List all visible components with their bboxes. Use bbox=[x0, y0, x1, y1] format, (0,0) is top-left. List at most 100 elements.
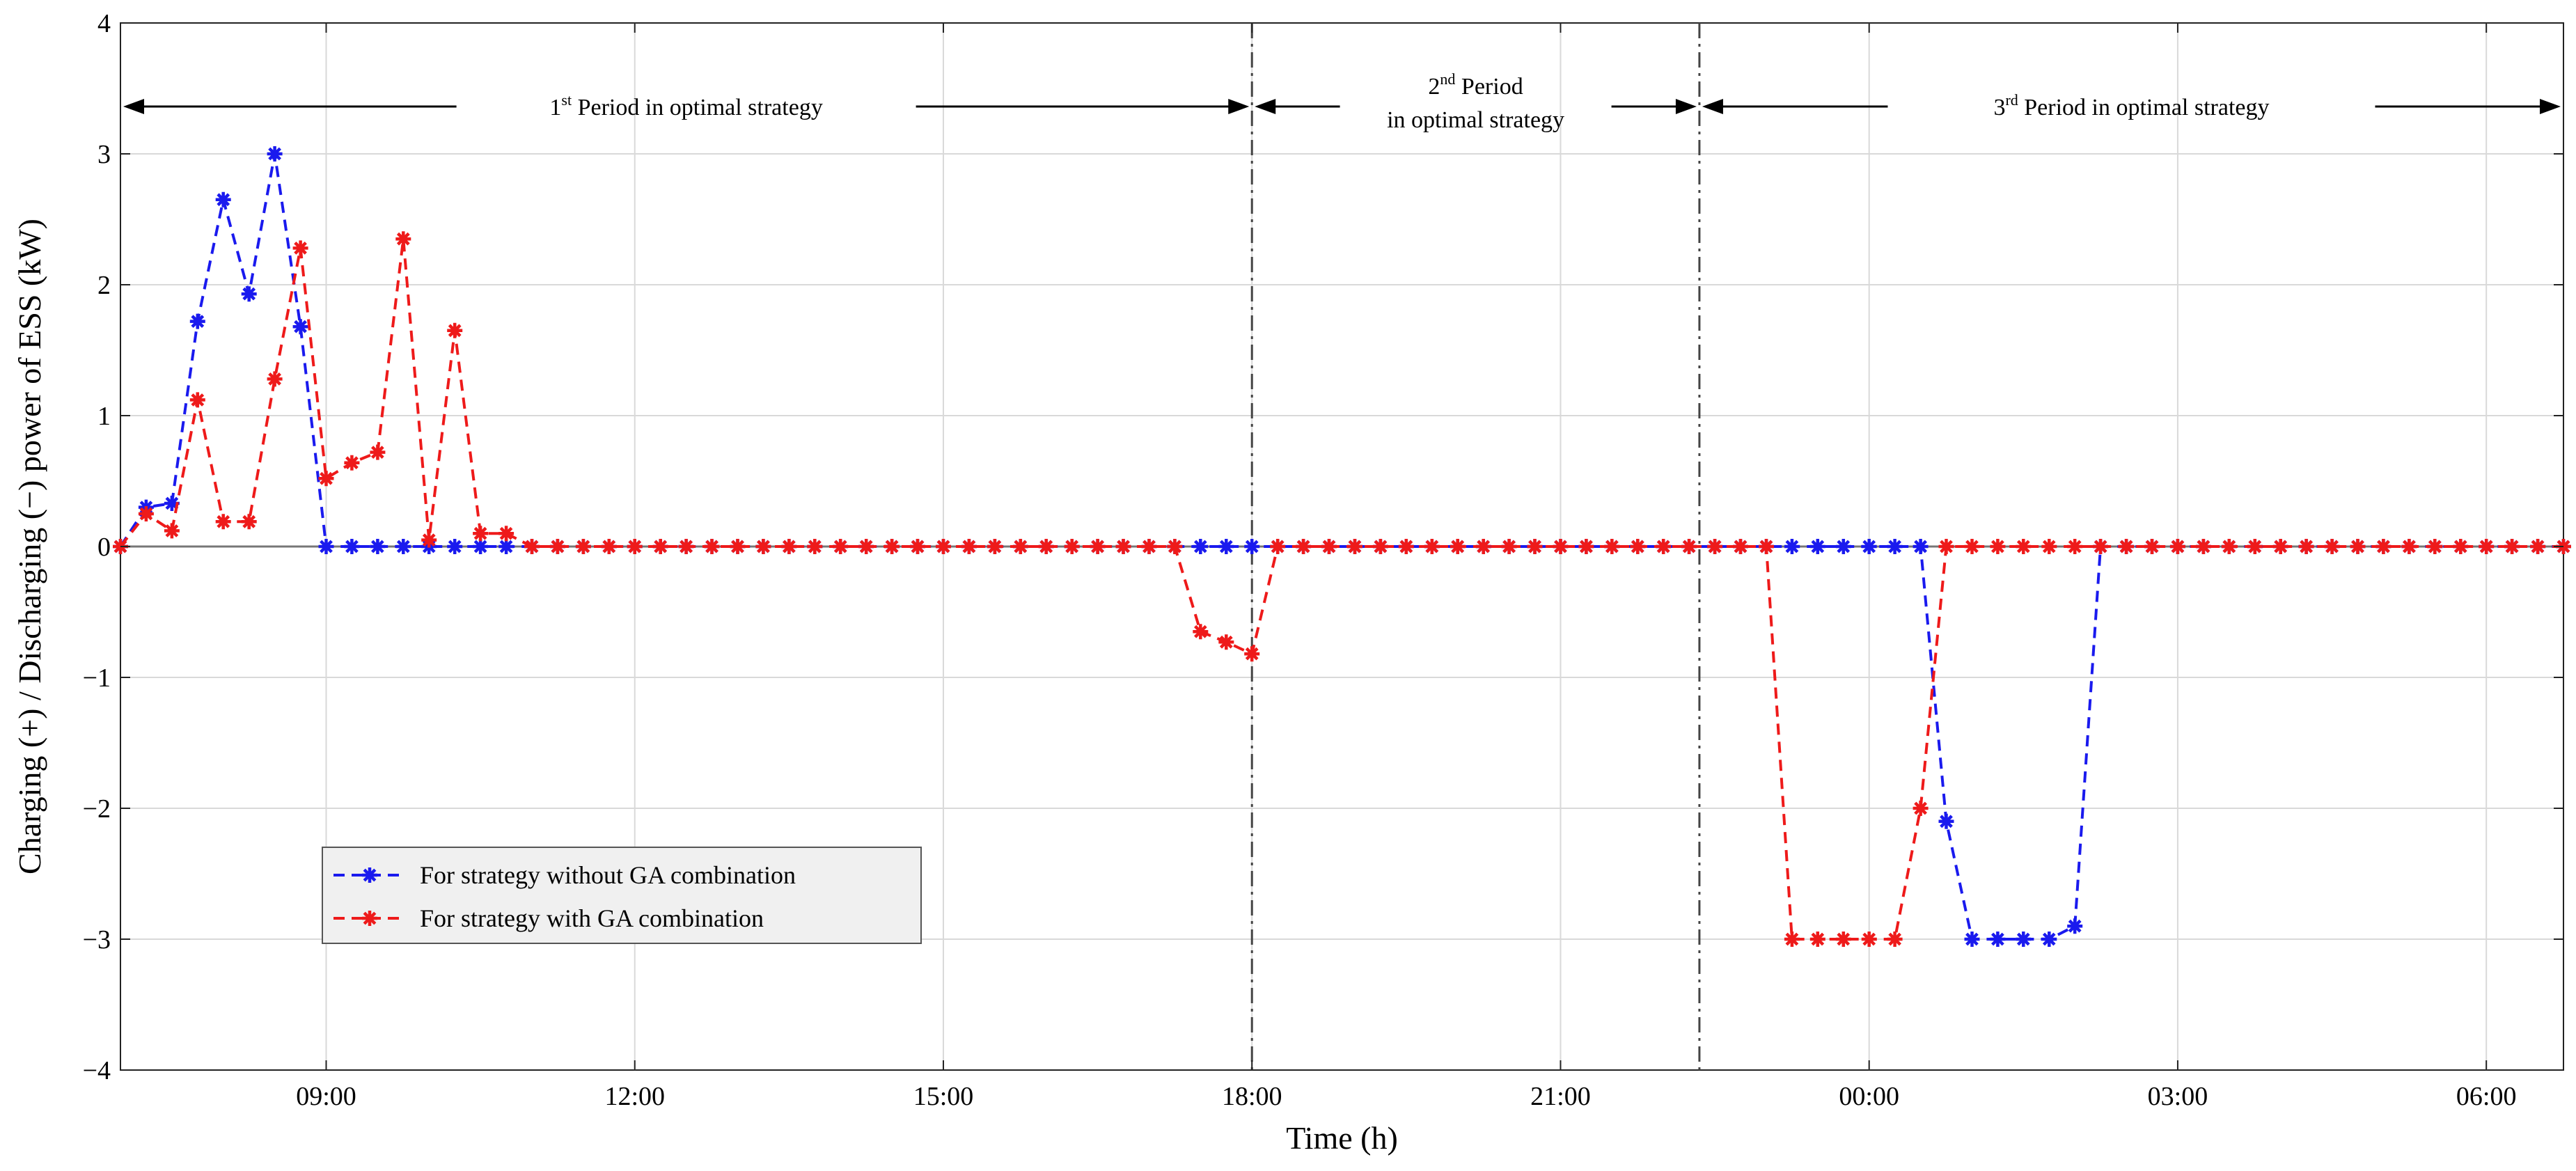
data-point bbox=[678, 539, 694, 554]
data-point bbox=[1553, 539, 1569, 554]
data-point bbox=[575, 539, 591, 554]
y-tick-label: 4 bbox=[97, 9, 111, 38]
data-point bbox=[524, 539, 540, 554]
legend-marker bbox=[362, 911, 377, 926]
data-point bbox=[215, 514, 231, 530]
data-point bbox=[1887, 539, 1903, 554]
data-point bbox=[1809, 932, 1825, 947]
data-point bbox=[2375, 539, 2392, 554]
series-with-ga bbox=[113, 231, 2571, 947]
data-point bbox=[1270, 539, 1286, 554]
data-point bbox=[1938, 813, 1954, 829]
data-point bbox=[395, 539, 411, 554]
period-arrow-head-left bbox=[1702, 99, 1723, 114]
data-point bbox=[395, 231, 411, 247]
data-point bbox=[2067, 539, 2083, 554]
data-point bbox=[833, 539, 849, 554]
data-point bbox=[1527, 539, 1543, 554]
data-point bbox=[652, 539, 668, 554]
data-point bbox=[2144, 539, 2160, 554]
data-point bbox=[936, 539, 951, 554]
data-point bbox=[2298, 539, 2314, 554]
x-tick-label: 18:00 bbox=[1222, 1082, 1282, 1111]
data-point bbox=[807, 539, 823, 554]
data-point bbox=[1861, 539, 1877, 554]
period-arrow-head-left bbox=[123, 99, 144, 114]
data-point bbox=[884, 539, 900, 554]
data-point bbox=[1630, 539, 1646, 554]
data-point bbox=[961, 539, 977, 554]
data-point bbox=[1835, 932, 1851, 947]
data-point bbox=[292, 240, 308, 256]
data-point bbox=[1347, 539, 1362, 554]
data-point bbox=[138, 506, 154, 521]
data-point bbox=[1835, 539, 1851, 554]
data-point bbox=[2272, 539, 2288, 554]
data-point bbox=[2221, 539, 2237, 554]
data-point bbox=[1938, 539, 1954, 554]
data-point bbox=[164, 523, 180, 539]
data-point bbox=[2479, 539, 2495, 554]
data-point bbox=[1372, 539, 1388, 554]
data-point bbox=[755, 539, 771, 554]
data-point bbox=[549, 539, 565, 554]
data-point bbox=[2016, 932, 2032, 947]
data-point bbox=[1141, 539, 1157, 554]
data-point bbox=[1193, 624, 1209, 640]
legend: For strategy without GA combination For s… bbox=[322, 847, 922, 944]
data-point bbox=[2530, 539, 2546, 554]
data-point bbox=[1012, 539, 1028, 554]
period-arrow-head-right bbox=[1675, 99, 1697, 114]
data-point bbox=[704, 539, 720, 554]
data-point bbox=[164, 496, 180, 511]
data-point bbox=[987, 539, 1003, 554]
data-point bbox=[1090, 539, 1106, 554]
data-point bbox=[473, 539, 489, 554]
period-arrow-head-right bbox=[1228, 99, 1250, 114]
data-point bbox=[1913, 539, 1929, 554]
y-tick-label: −3 bbox=[83, 925, 111, 954]
data-point bbox=[1167, 539, 1183, 554]
y-axis-title: Charging (+) / Discharging (−) power of … bbox=[12, 219, 47, 874]
y-tick-label: 2 bbox=[97, 271, 111, 300]
data-point bbox=[1759, 539, 1774, 554]
data-point bbox=[1038, 539, 1054, 554]
data-point bbox=[447, 322, 463, 338]
data-point bbox=[627, 539, 643, 554]
data-point bbox=[1733, 539, 1748, 554]
data-point bbox=[1656, 539, 1672, 554]
data-point bbox=[2041, 539, 2057, 554]
data-point bbox=[473, 526, 489, 542]
data-point bbox=[498, 526, 515, 542]
data-point bbox=[1115, 539, 1131, 554]
data-point bbox=[344, 455, 360, 471]
data-point bbox=[781, 539, 797, 554]
data-point bbox=[1964, 932, 1980, 947]
x-tick-label: 00:00 bbox=[1839, 1082, 1899, 1111]
data-point bbox=[1964, 539, 1980, 554]
data-point bbox=[1450, 539, 1466, 554]
period-label: 2nd Period bbox=[1428, 70, 1523, 100]
data-point bbox=[189, 392, 205, 408]
data-point bbox=[241, 286, 257, 302]
data-point bbox=[730, 539, 746, 554]
data-point bbox=[1475, 539, 1491, 554]
period-label: 1st Period in optimal strategy bbox=[549, 91, 822, 120]
data-point bbox=[2195, 539, 2211, 554]
period-annotations: 1st Period in optimal strategy 2nd Period… bbox=[123, 70, 2561, 133]
data-point bbox=[2093, 539, 2109, 554]
data-point bbox=[601, 539, 617, 554]
data-point bbox=[267, 371, 283, 387]
axis-ticks: −4 −3 −2 −1 0 1 2 3 4 09:00 12:00 15:00 18:00 21:00 00… bbox=[83, 9, 2563, 1111]
period-label: in optimal strategy bbox=[1387, 107, 1564, 133]
data-point bbox=[2453, 539, 2469, 554]
data-point bbox=[1321, 539, 1337, 554]
data-point bbox=[1501, 539, 1517, 554]
data-point bbox=[421, 532, 437, 548]
data-point bbox=[2427, 539, 2443, 554]
legend-label: For strategy with GA combination bbox=[420, 904, 764, 932]
data-point bbox=[1244, 646, 1260, 662]
data-point bbox=[1887, 932, 1903, 947]
data-point bbox=[1604, 539, 1620, 554]
period-label: 3rd Period in optimal strategy bbox=[1993, 91, 2269, 120]
